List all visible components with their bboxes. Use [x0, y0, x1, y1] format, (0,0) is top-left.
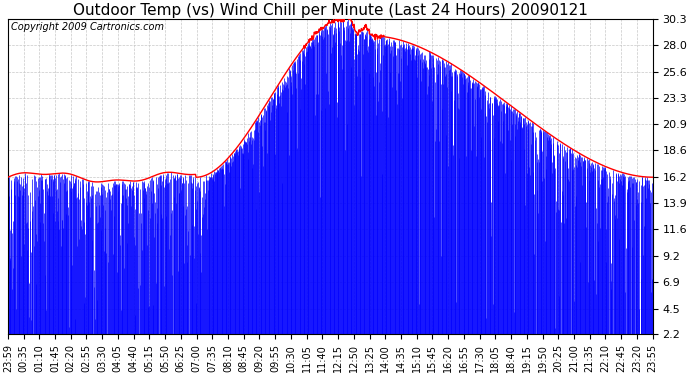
Title: Outdoor Temp (vs) Wind Chill per Minute (Last 24 Hours) 20090121: Outdoor Temp (vs) Wind Chill per Minute … [72, 3, 588, 18]
Text: Copyright 2009 Cartronics.com: Copyright 2009 Cartronics.com [11, 22, 164, 32]
